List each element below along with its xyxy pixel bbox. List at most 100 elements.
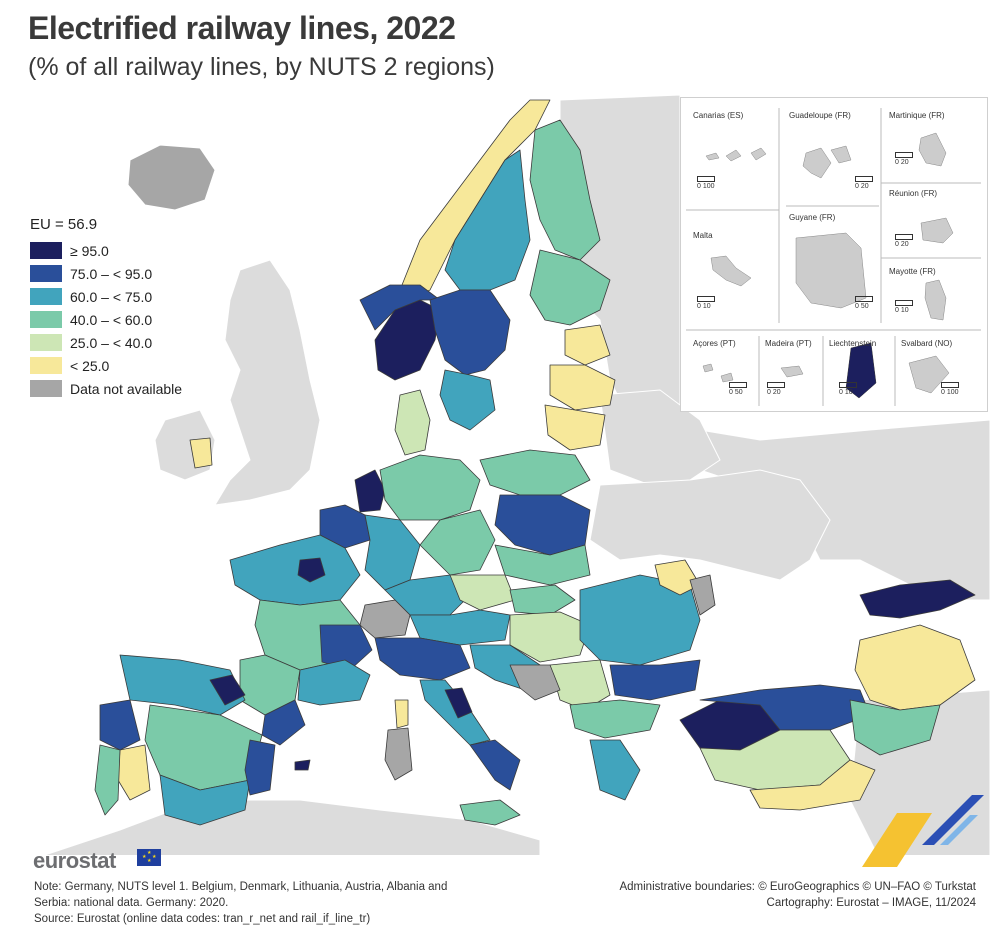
region-moldova: [689, 574, 716, 616]
footnote: Note: Germany, NUTS level 1. Belgium, De…: [34, 879, 504, 927]
region-turkey-south: [749, 759, 876, 811]
scale-bar: 0 20: [767, 382, 785, 396]
legend-item: 25.0 – < 40.0: [30, 331, 182, 354]
inset-malta: Malta 0 10: [689, 228, 779, 323]
region-greece-south: [589, 739, 641, 801]
legend-eu-average: EU = 56.9: [30, 216, 98, 233]
region-spain-north: [119, 654, 246, 716]
reunion-island: [920, 217, 954, 244]
legend-swatch: [30, 288, 62, 305]
scale-label: 0 50: [855, 303, 869, 310]
region-portugal-north: [99, 699, 141, 751]
inset-name: Réunion (FR): [889, 189, 938, 198]
legend-swatch: [30, 311, 62, 328]
scale-bar: 0 100: [697, 176, 715, 190]
legend-item: 40.0 – < 60.0: [30, 308, 182, 331]
credits-line: Administrative boundaries: © EuroGeograp…: [619, 881, 976, 893]
legend-item: < 25.0: [30, 354, 182, 377]
region-portugal-south: [94, 744, 121, 816]
region-spain-south: [159, 774, 251, 826]
region-czechia: [449, 574, 516, 611]
credits-line: Cartography: Eurostat – IMAGE, 11/2024: [766, 897, 976, 909]
scale-label: 0 100: [697, 183, 715, 190]
iceland-land: [127, 144, 216, 211]
scale-bar: 0 100: [941, 382, 959, 396]
map-subtitle: (% of all railway lines, by NUTS 2 regio…: [28, 53, 495, 81]
malta-island: [710, 255, 752, 287]
scale-label: 0 20: [855, 183, 869, 190]
scale-bar: 0 10: [697, 296, 715, 310]
scale-label: 0 10: [895, 307, 909, 314]
regions: [94, 99, 976, 826]
inset-svalbard: Svalbard (NO) 0 100: [897, 336, 985, 406]
scale-label: 0 20: [895, 159, 909, 166]
mayotte-island: [924, 279, 947, 321]
region-sicily: [459, 799, 521, 826]
legend-label: 40.0 – < 60.0: [70, 311, 153, 328]
region-estonia: [564, 324, 611, 366]
guyane-land: [795, 232, 867, 309]
region-romania: [579, 574, 701, 666]
legend-swatch: [30, 380, 62, 397]
note-line: Note: Germany, NUTS level 1. Belgium, De…: [34, 881, 448, 893]
canarias-islands: [705, 147, 767, 162]
region-italy-lazio: [444, 687, 473, 719]
region-turkey-southeast: [849, 699, 941, 756]
acores-islands: [702, 363, 734, 383]
scale-bar: 0 50: [855, 296, 873, 310]
scale-bar: 0 10: [895, 300, 913, 314]
legend: EU = 56.9 ≥ 95.0 75.0 – < 95.0 60.0 – < …: [30, 216, 182, 400]
scale-label: 0 50: [729, 389, 743, 396]
inset-name: Svalbard (NO): [901, 339, 953, 348]
legend-label: < 25.0: [70, 357, 110, 374]
inset-reunion: Réunion (FR) 0 20: [885, 186, 981, 256]
region-sweden-south: [439, 369, 496, 431]
region-sardinia: [384, 727, 413, 781]
legend-item: 75.0 – < 95.0: [30, 262, 182, 285]
legend-label: 60.0 – < 75.0: [70, 288, 153, 305]
scale-bar: 0 10: [839, 382, 857, 396]
inset-canarias: Canarias (ES) 0 100: [689, 108, 779, 208]
region-germany-east: [419, 509, 496, 576]
inset-name: Liechtenstein: [829, 339, 877, 348]
inset-martinique: Martinique (FR) 0 20: [885, 108, 981, 182]
region-spain-valencia: [244, 739, 276, 796]
region-france-south: [297, 659, 371, 706]
europe-choropleth-map: [43, 94, 991, 855]
region-poland-central: [494, 494, 591, 556]
inset-name: Guadeloupe (FR): [789, 111, 851, 120]
inset-dividers: [686, 108, 981, 406]
region-corsica: [394, 699, 409, 729]
credits: Administrative boundaries: © EuroGeograp…: [619, 879, 976, 911]
region-france-north: [229, 534, 361, 606]
inset-name: Mayotte (FR): [889, 267, 936, 276]
region-netherlands: [354, 469, 386, 513]
region-sweden-central: [429, 289, 511, 376]
region-balearic: [294, 759, 311, 771]
scale-label: 0 10: [697, 303, 711, 310]
source-line: Source: Eurostat (online data codes: tra…: [34, 913, 371, 925]
martinique-island: [918, 132, 947, 167]
region-france-rhone: [319, 624, 373, 671]
uk-land: [214, 259, 321, 506]
region-poland-north: [479, 449, 591, 496]
scale-label: 0 10: [839, 389, 853, 396]
region-germany-north: [379, 454, 481, 521]
liechtenstein-area: [845, 342, 877, 399]
region-bosnia: [509, 664, 561, 701]
region-portugal-central: [117, 744, 151, 801]
scale-bar: 0 20: [895, 152, 913, 166]
region-italy-south: [469, 739, 521, 791]
legend-label: ≥ 95.0: [70, 242, 109, 259]
map-area: [0, 85, 1000, 855]
region-latvia: [549, 364, 616, 411]
region-turkey-northeast: [859, 579, 976, 619]
legend-item: 60.0 – < 75.0: [30, 285, 182, 308]
legend-swatch: [30, 334, 62, 351]
inset-liechtenstein: Liechtenstein 0 10: [825, 336, 895, 406]
inset-acores: Açores (PT) 0 50: [689, 336, 759, 406]
legend-item: ≥ 95.0: [30, 239, 182, 262]
inset-name: Martinique (FR): [889, 111, 945, 120]
legend-label: 25.0 – < 40.0: [70, 334, 153, 351]
scale-bar: 0 20: [895, 234, 913, 248]
